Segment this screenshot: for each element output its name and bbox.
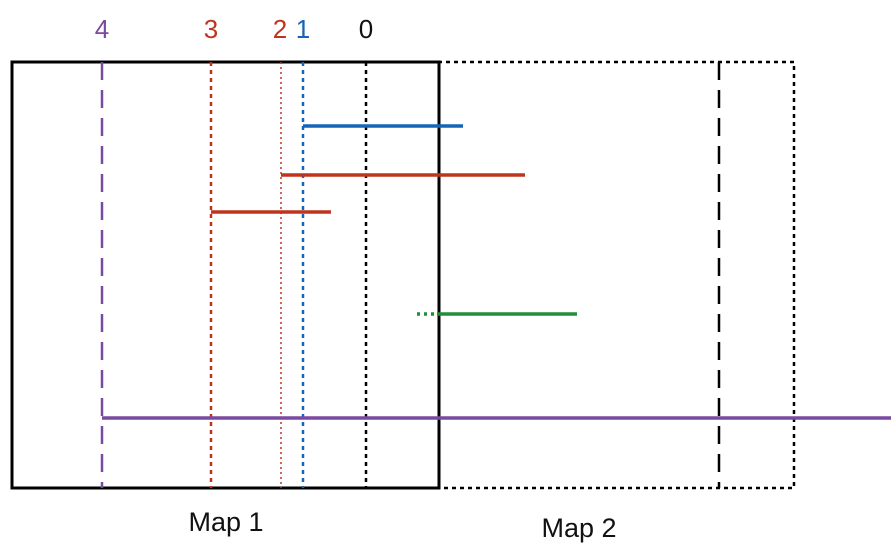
column-label-4: 4 (95, 14, 109, 44)
map-2-frame (364, 60, 796, 490)
column-label-0: 0 (359, 14, 373, 44)
map-2-label: Map 2 (541, 513, 616, 543)
column-label-3: 3 (204, 14, 218, 44)
map-1-label: Map 1 (188, 507, 263, 537)
column-label-2: 2 (273, 14, 287, 44)
map-1-frame (10, 60, 441, 490)
column-label-1: 1 (296, 14, 310, 44)
